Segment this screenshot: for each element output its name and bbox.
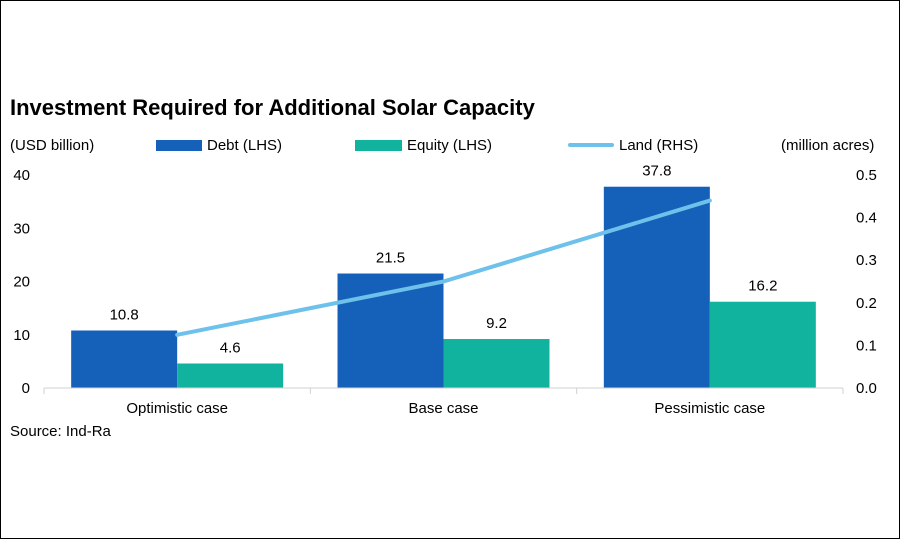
data-label-debt: 21.5 — [376, 250, 405, 267]
left-axis-tick-label: 30 — [13, 220, 30, 237]
source-note: Source: Ind-Ra — [10, 423, 111, 440]
chart-title: Investment Required for Additional Solar… — [10, 95, 535, 120]
data-label-debt: 37.8 — [642, 163, 671, 180]
right-axis-tick-label: 0.2 — [856, 295, 877, 312]
legend-swatch-land — [568, 143, 614, 147]
bar-equity — [177, 363, 284, 388]
right-axis-tick-label: 0.1 — [856, 337, 877, 354]
right-axis-tick-label: 0.5 — [856, 167, 877, 184]
right-axis-tick-label: 0.0 — [856, 380, 877, 397]
legend-label-debt: Debt (LHS) — [207, 137, 283, 154]
left-axis-tick-label: 40 — [13, 167, 30, 184]
x-axis-category-label: Base case — [408, 400, 478, 417]
legend-swatch-equity — [355, 140, 402, 151]
data-label-equity: 4.6 — [220, 340, 241, 357]
legend-label-land: Land (RHS) — [619, 137, 699, 154]
data-label-equity: 9.2 — [486, 315, 507, 332]
left-axis-tick-label: 10 — [13, 327, 30, 344]
right-axis-tick-label: 0.4 — [856, 210, 877, 227]
left-axis-tick-label: 0 — [22, 380, 30, 397]
left-axis-tick-label: 20 — [13, 274, 30, 291]
bar-debt — [71, 330, 178, 388]
legend-item-land: Land (RHS) — [568, 137, 718, 157]
legend-item-equity: Equity (LHS) — [355, 137, 505, 157]
legend-item-debt: Debt (LHS) — [156, 137, 296, 157]
bar-equity — [709, 301, 816, 388]
bar-equity — [443, 339, 550, 388]
x-axis-category-label: Pessimistic case — [654, 400, 765, 417]
right-axis-tick-label: 0.3 — [856, 252, 877, 269]
legend-label-equity: Equity (LHS) — [407, 137, 493, 154]
bar-debt — [603, 186, 710, 388]
right-axis-unit-label: (million acres) — [781, 137, 875, 154]
legend-swatch-debt — [156, 140, 202, 151]
line-land — [175, 198, 712, 337]
x-axis-category-label: Optimistic case — [126, 400, 228, 417]
data-label-equity: 16.2 — [748, 278, 777, 295]
data-label-debt: 10.8 — [110, 306, 139, 323]
left-axis-unit-label: (USD billion) — [10, 137, 95, 154]
